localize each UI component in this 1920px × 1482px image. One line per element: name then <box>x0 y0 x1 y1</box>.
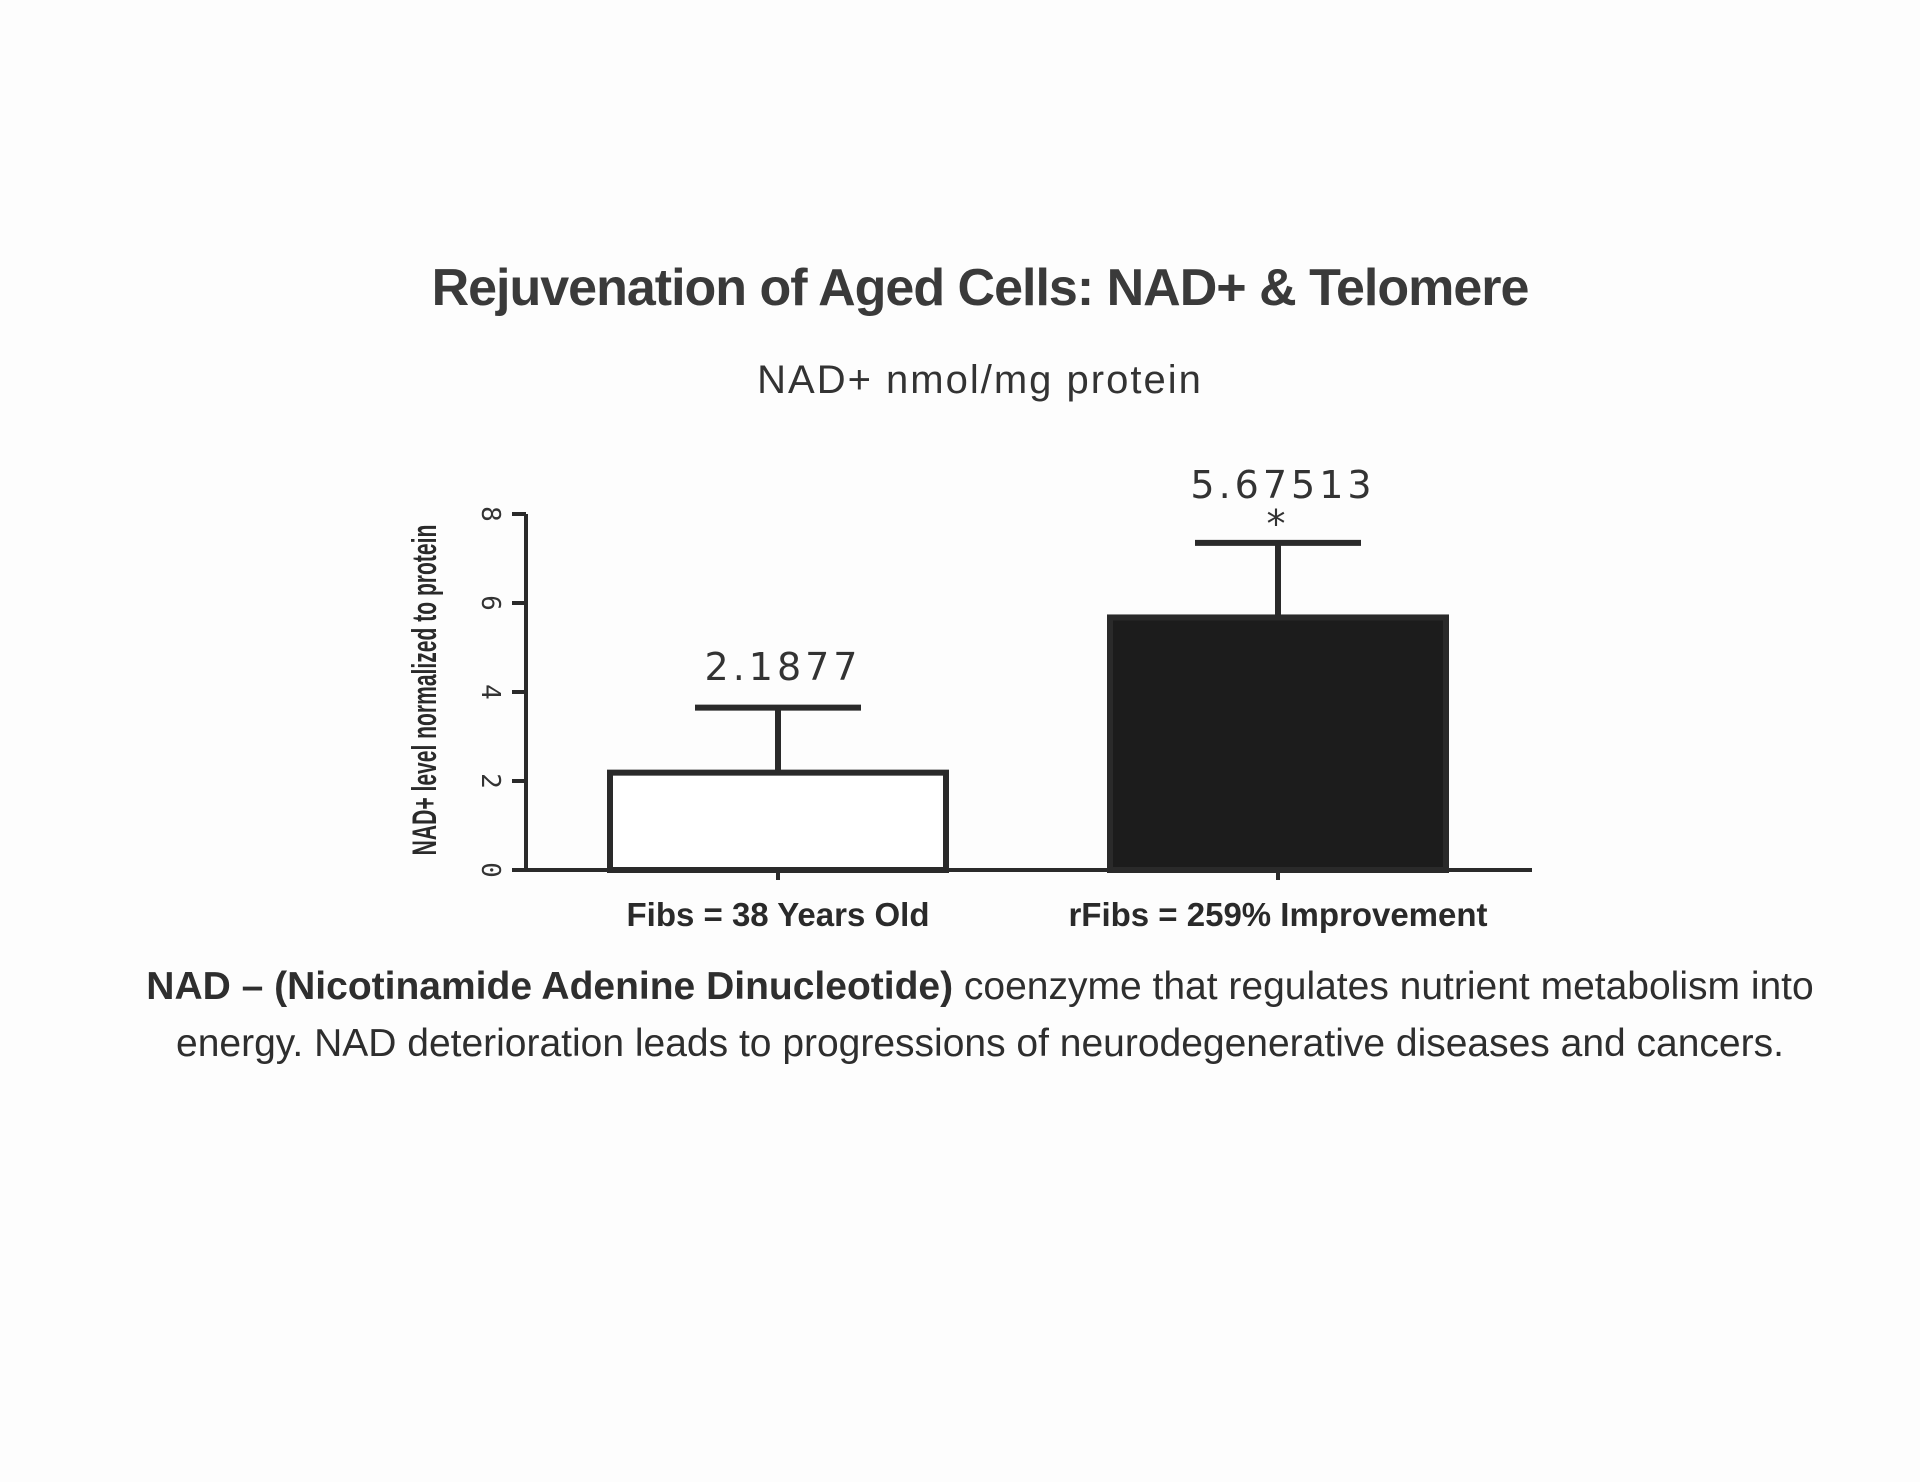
x-category-label: Fibs = 38 Years Old <box>627 896 930 933</box>
x-category-label: rFibs = 259% Improvement <box>1068 896 1487 933</box>
y-axis-title: NAD+ level normalized to protein <box>405 525 443 856</box>
caption: NAD – (Nicotinamide Adenine Dinucleotide… <box>60 958 1900 1072</box>
caption-line1: coenzyme that regulates nutrient metabol… <box>953 965 1814 1008</box>
caption-line2: energy. NAD deterioration leads to progr… <box>176 1022 1784 1065</box>
page-title: Rejuvenation of Aged Cells: NAD+ & Telom… <box>431 259 1530 317</box>
chart-subtitle: NAD+ nmol/mg protein <box>757 358 1203 402</box>
significance-marker: * <box>1267 502 1290 546</box>
bar <box>1107 614 1449 874</box>
y-tick-label: 2 <box>475 773 505 789</box>
bar <box>607 769 949 873</box>
y-tick-label: 6 <box>475 595 505 611</box>
y-tick-label: 4 <box>475 684 505 700</box>
data-label: 5.67513 <box>1190 463 1375 507</box>
caption-term: NAD – (Nicotinamide Adenine Dinucleotide… <box>146 965 954 1008</box>
y-tick-label: 8 <box>475 506 505 522</box>
data-label: 2.1877 <box>705 645 862 689</box>
y-tick-label: 0 <box>475 862 505 878</box>
